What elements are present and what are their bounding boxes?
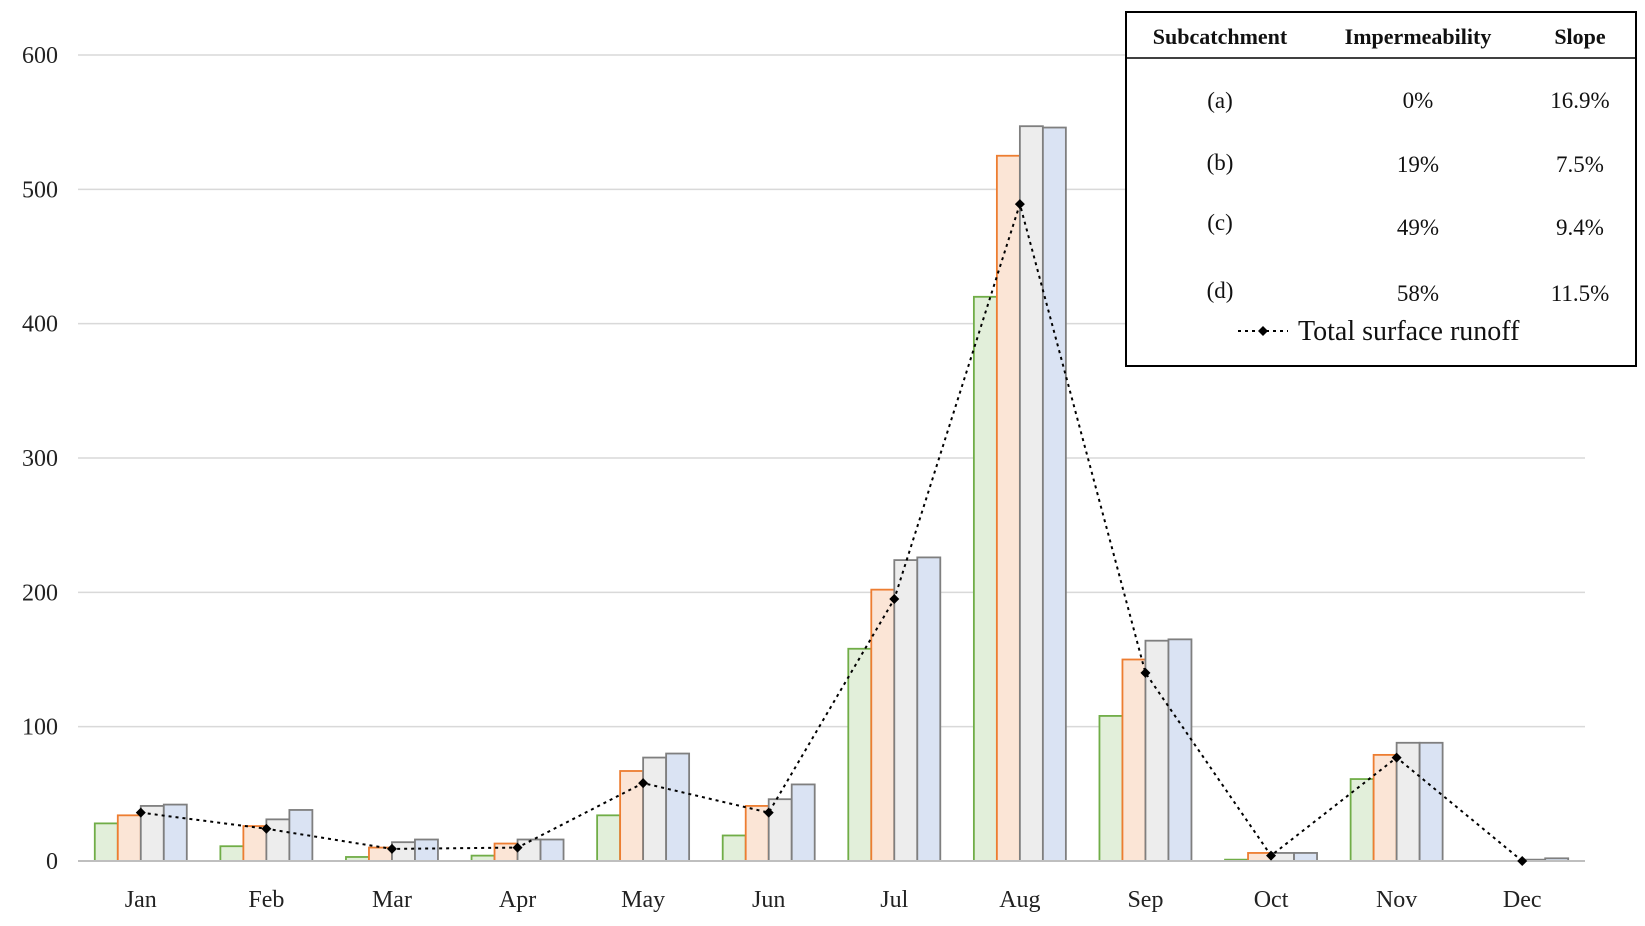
legend-cell-r2-c2: 9.4%: [1556, 215, 1604, 240]
x-tick-label-may: May: [621, 887, 665, 913]
legend-cell-r3-c1: 58%: [1397, 281, 1439, 306]
grid-layer: [78, 54, 1585, 728]
runoff-point-oct: [1266, 850, 1277, 861]
bar-oct-series-3: [1293, 852, 1318, 862]
bar-aug-series-0: [972, 295, 998, 862]
runoff-point-may: [638, 778, 649, 789]
bar-mar-series-2: [391, 841, 416, 862]
legend-header-1: Impermeability: [1345, 24, 1492, 49]
x-tick-label-jul: Jul: [880, 887, 908, 913]
bar-aug-series-1: [995, 154, 1021, 862]
bar-aug-series-3: [1041, 126, 1067, 862]
bar-jun-series-3: [790, 783, 816, 862]
x-tick-label-mar: Mar: [372, 887, 412, 913]
bar-series-0: [93, 295, 1375, 862]
legend-line-label: Total surface runoff: [1298, 316, 1520, 347]
x-tick-label-sep: Sep: [1127, 887, 1163, 913]
bar-sep-series-0: [1098, 715, 1124, 862]
x-tick-labels: Jan Feb Mar Apr May Jun Jul Aug Sep Oct Nov Dec: [125, 887, 1542, 913]
legend-cell-r3-c0: (d): [1207, 278, 1234, 303]
bar-apr-series-3: [539, 838, 565, 862]
bar-nov-series-3: [1418, 741, 1444, 862]
runoff-point-apr: [512, 842, 523, 853]
y-tick-label: 500: [22, 177, 58, 203]
y-tick-label: 300: [22, 446, 58, 472]
legend-cell-r1-c1: 19%: [1397, 152, 1439, 177]
total-runoff-line: [140, 200, 1523, 862]
bar-jul-series-2: [893, 559, 919, 862]
legend-cell-r0-c0: (a): [1207, 88, 1233, 113]
bar-sep-series-1: [1121, 658, 1147, 862]
bar-jul-series-3: [916, 556, 942, 862]
bar-aug-series-2: [1018, 125, 1044, 862]
runoff-point-mar: [386, 843, 397, 854]
y-tick-label: 400: [22, 312, 58, 338]
x-tick-label-jan: Jan: [125, 887, 157, 913]
bar-feb-series-0: [219, 845, 245, 862]
legend-header-2: Slope: [1554, 24, 1606, 49]
bar-feb-series-2: [265, 818, 291, 862]
bar-mar-series-3: [414, 838, 439, 862]
legend-cell-r1-c0: (b): [1207, 150, 1234, 175]
x-tick-label-aug: Aug: [999, 887, 1040, 913]
x-tick-label-nov: Nov: [1376, 887, 1417, 913]
bar-feb-series-1: [242, 825, 268, 862]
x-tick-label-feb: Feb: [248, 887, 284, 913]
bar-sep-series-3: [1167, 638, 1193, 862]
legend-cell-r3-c2: 11.5%: [1551, 281, 1610, 306]
legend-table: Subcatchment Impermeability Slope (a) 0% 16.9…: [1125, 11, 1637, 367]
y-tick-labels: 0 100 200 300 400 500 600: [22, 43, 58, 875]
bar-jan-series-3: [162, 803, 188, 862]
bar-jun-series-0: [721, 834, 747, 862]
legend-cell-r0-c1: 0%: [1403, 88, 1434, 113]
y-tick-label: 200: [22, 580, 58, 606]
legend-cell-r1-c2: 7.5%: [1556, 152, 1604, 177]
bar-jul-series-0: [847, 647, 873, 862]
legend-cell-r2-c0: (c): [1207, 210, 1233, 235]
bar-series-1: [116, 154, 1398, 862]
bar-nov-series-1: [1372, 753, 1398, 862]
bar-may-series-3: [665, 752, 691, 862]
bar-jun-series-2: [767, 798, 793, 862]
bar-may-series-0: [596, 814, 622, 862]
y-tick-label: 0: [46, 849, 58, 875]
x-tick-label-oct: Oct: [1254, 887, 1289, 913]
x-tick-label-dec: Dec: [1503, 887, 1542, 913]
runoff-point-dec: [1517, 856, 1528, 866]
legend-diamond-marker: [1258, 326, 1268, 336]
legend-header-0: Subcatchment: [1153, 24, 1288, 49]
bar-jan-series-0: [93, 822, 119, 862]
bar-layer: [93, 125, 1570, 862]
bar-jan-series-1: [116, 814, 142, 862]
runoff-point-feb: [261, 823, 272, 834]
bar-nov-series-2: [1395, 741, 1421, 862]
runoff-point-jul: [889, 594, 900, 605]
legend-cell-r2-c1: 49%: [1397, 215, 1439, 240]
runoff-point-aug: [1014, 199, 1025, 210]
y-tick-label: 100: [22, 715, 58, 741]
runoff-point-jun: [763, 807, 774, 818]
runoff-point-nov: [1391, 752, 1402, 763]
bar-apr-series-2: [516, 838, 542, 862]
bar-jul-series-1: [870, 588, 896, 862]
runoff-point-jan: [135, 807, 146, 818]
legend-box: [1125, 11, 1637, 367]
total-runoff-line-layer: [135, 199, 1528, 866]
y-tick-label: 600: [22, 43, 58, 69]
bar-may-series-2: [642, 756, 668, 862]
runoff-point-sep: [1140, 667, 1151, 678]
x-tick-label-apr: Apr: [499, 887, 536, 913]
legend-cell-r0-c2: 16.9%: [1550, 88, 1609, 113]
x-tick-label-jun: Jun: [752, 887, 785, 913]
